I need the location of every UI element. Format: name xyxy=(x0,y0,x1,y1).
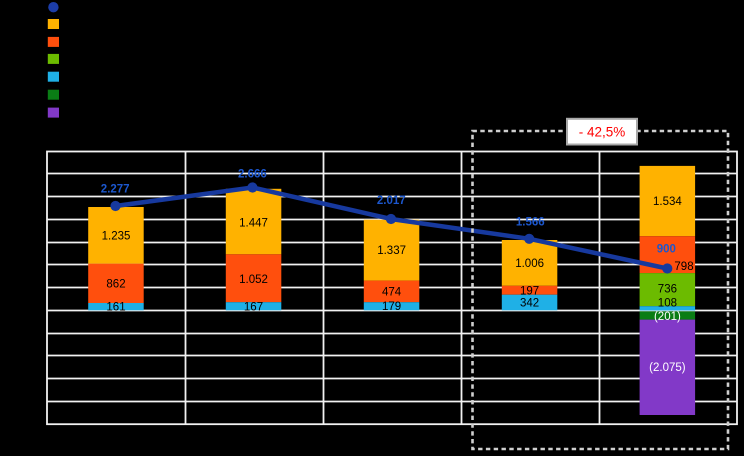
svg-text:161: 161 xyxy=(106,302,125,314)
svg-text:1.235: 1.235 xyxy=(102,230,131,242)
svg-text:1.006: 1.006 xyxy=(515,258,544,270)
svg-text:342: 342 xyxy=(520,298,539,310)
svg-text:197: 197 xyxy=(520,285,539,297)
svg-text:1.534: 1.534 xyxy=(653,196,682,208)
svg-text:798: 798 xyxy=(674,261,693,273)
svg-text:1.566: 1.566 xyxy=(516,216,545,228)
svg-text:474: 474 xyxy=(382,286,402,298)
svg-text:900: 900 xyxy=(657,244,676,256)
svg-text:1.337: 1.337 xyxy=(377,245,406,257)
svg-text:2.277: 2.277 xyxy=(101,184,130,196)
svg-text:1.052: 1.052 xyxy=(239,274,268,286)
svg-text:167: 167 xyxy=(244,302,263,314)
svg-text:- 42,5%: - 42,5% xyxy=(579,124,626,139)
svg-text:2.017: 2.017 xyxy=(377,195,406,207)
svg-text:(2.075): (2.075) xyxy=(649,362,686,374)
svg-text:862: 862 xyxy=(106,278,125,290)
svg-text:179: 179 xyxy=(382,301,401,313)
svg-text:1.447: 1.447 xyxy=(239,217,268,229)
svg-text:108: 108 xyxy=(658,298,677,310)
svg-text:736: 736 xyxy=(658,284,677,296)
svg-text:2.666: 2.666 xyxy=(238,169,267,181)
svg-text:(201): (201) xyxy=(654,311,681,323)
